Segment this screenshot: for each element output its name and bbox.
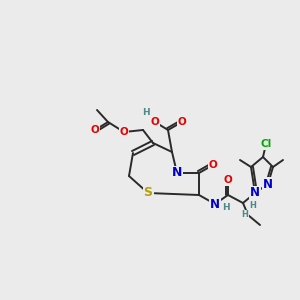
Text: N: N	[172, 167, 182, 179]
Text: H: H	[142, 108, 150, 117]
Text: Cl: Cl	[260, 139, 272, 149]
Text: O: O	[224, 175, 232, 185]
Text: O: O	[208, 160, 217, 170]
Text: N: N	[263, 178, 273, 190]
Text: O: O	[178, 117, 186, 127]
Text: H: H	[242, 210, 248, 219]
Text: H: H	[250, 201, 256, 210]
Text: N: N	[250, 187, 260, 200]
Text: O: O	[120, 127, 128, 137]
Text: N: N	[210, 197, 220, 211]
Text: O: O	[151, 117, 159, 127]
Text: O: O	[91, 125, 99, 135]
Text: S: S	[143, 187, 152, 200]
Text: H: H	[222, 203, 230, 212]
